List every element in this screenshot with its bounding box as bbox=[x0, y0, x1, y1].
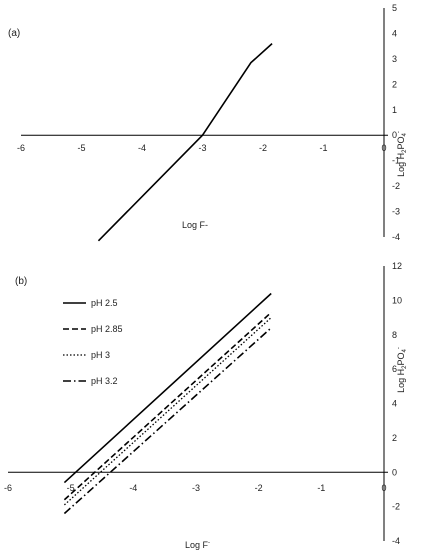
y-tick-label: 6 bbox=[392, 364, 397, 374]
y-tick-label: -4 bbox=[392, 232, 400, 242]
x-tick-label: -4 bbox=[129, 483, 137, 493]
panel-b-x-axis-label: Log F- bbox=[185, 540, 210, 550]
panel-a-x-axis-label: Log F- bbox=[182, 220, 208, 230]
panel-b-y-tick-labels: -4 -2 0 2 4 6 8 10 12 bbox=[392, 261, 402, 546]
y-tick-label: -1 bbox=[392, 156, 400, 166]
y-tick-label: 3 bbox=[392, 54, 397, 64]
y-tick-label: -2 bbox=[392, 502, 400, 512]
y-tick-label: 5 bbox=[392, 3, 397, 13]
y-tick-label: 8 bbox=[392, 330, 397, 340]
panel-a-x-tick-labels: -6 -5 -4 -3 -2 -1 0 bbox=[17, 143, 387, 153]
legend-label: pH 3 bbox=[91, 350, 110, 360]
panel-b-y-axis-label: Log H2PO4- bbox=[396, 347, 408, 393]
y-tick-label: -4 bbox=[392, 536, 400, 546]
x-tick-label: -1 bbox=[319, 143, 327, 153]
legend-label: pH 3.2 bbox=[91, 376, 118, 386]
y-tick-label: 1 bbox=[392, 105, 397, 115]
panel-a-y-tick-labels: -4 -3 -2 -1 0 1 2 3 4 5 bbox=[392, 3, 400, 242]
y-tick-label: 0 bbox=[392, 467, 397, 477]
x-tick-label: -3 bbox=[192, 483, 200, 493]
y-tick-label: 4 bbox=[392, 28, 397, 38]
x-tick-label: -5 bbox=[67, 483, 75, 493]
y-tick-label: 0 bbox=[392, 130, 397, 140]
x-tick-label: -3 bbox=[198, 143, 206, 153]
legend-label: pH 2.5 bbox=[91, 298, 118, 308]
x-tick-label: -1 bbox=[317, 483, 325, 493]
panel-b-series bbox=[63, 292, 272, 515]
y-tick-label: -3 bbox=[392, 207, 400, 217]
x-tick-label: 0 bbox=[381, 483, 386, 493]
panel-b-x-tick-labels: -6 -5 -4 -3 -2 -1 0 bbox=[4, 483, 387, 493]
x-tick-label: -2 bbox=[259, 143, 267, 153]
panel-a-label: (a) bbox=[8, 28, 20, 39]
y-tick-label: 4 bbox=[392, 399, 397, 409]
y-tick-label: 12 bbox=[392, 261, 402, 271]
legend-label: pH 2.85 bbox=[91, 324, 123, 334]
panel-a-y-axis-label: Log H2PO4- bbox=[396, 131, 408, 177]
x-tick-label: 0 bbox=[381, 143, 386, 153]
series-line bbox=[63, 292, 272, 484]
y-tick-label: 2 bbox=[392, 79, 397, 89]
x-tick-label: -6 bbox=[4, 483, 12, 493]
x-tick-label: -5 bbox=[77, 143, 85, 153]
series-line bbox=[97, 43, 273, 242]
x-tick-label: -2 bbox=[255, 483, 263, 493]
panel-b-legend: pH 2.5 pH 2.85 pH 3 pH 3.2 bbox=[63, 298, 123, 386]
panel-a-series bbox=[97, 43, 273, 242]
y-tick-label: 10 bbox=[392, 295, 402, 305]
x-tick-label: -6 bbox=[17, 143, 25, 153]
y-tick-label: -2 bbox=[392, 181, 400, 191]
x-tick-label: -4 bbox=[138, 143, 146, 153]
series-line bbox=[63, 317, 272, 506]
y-tick-label: 2 bbox=[392, 433, 397, 443]
series-line bbox=[63, 311, 272, 501]
panel-b-label: (b) bbox=[15, 276, 27, 287]
